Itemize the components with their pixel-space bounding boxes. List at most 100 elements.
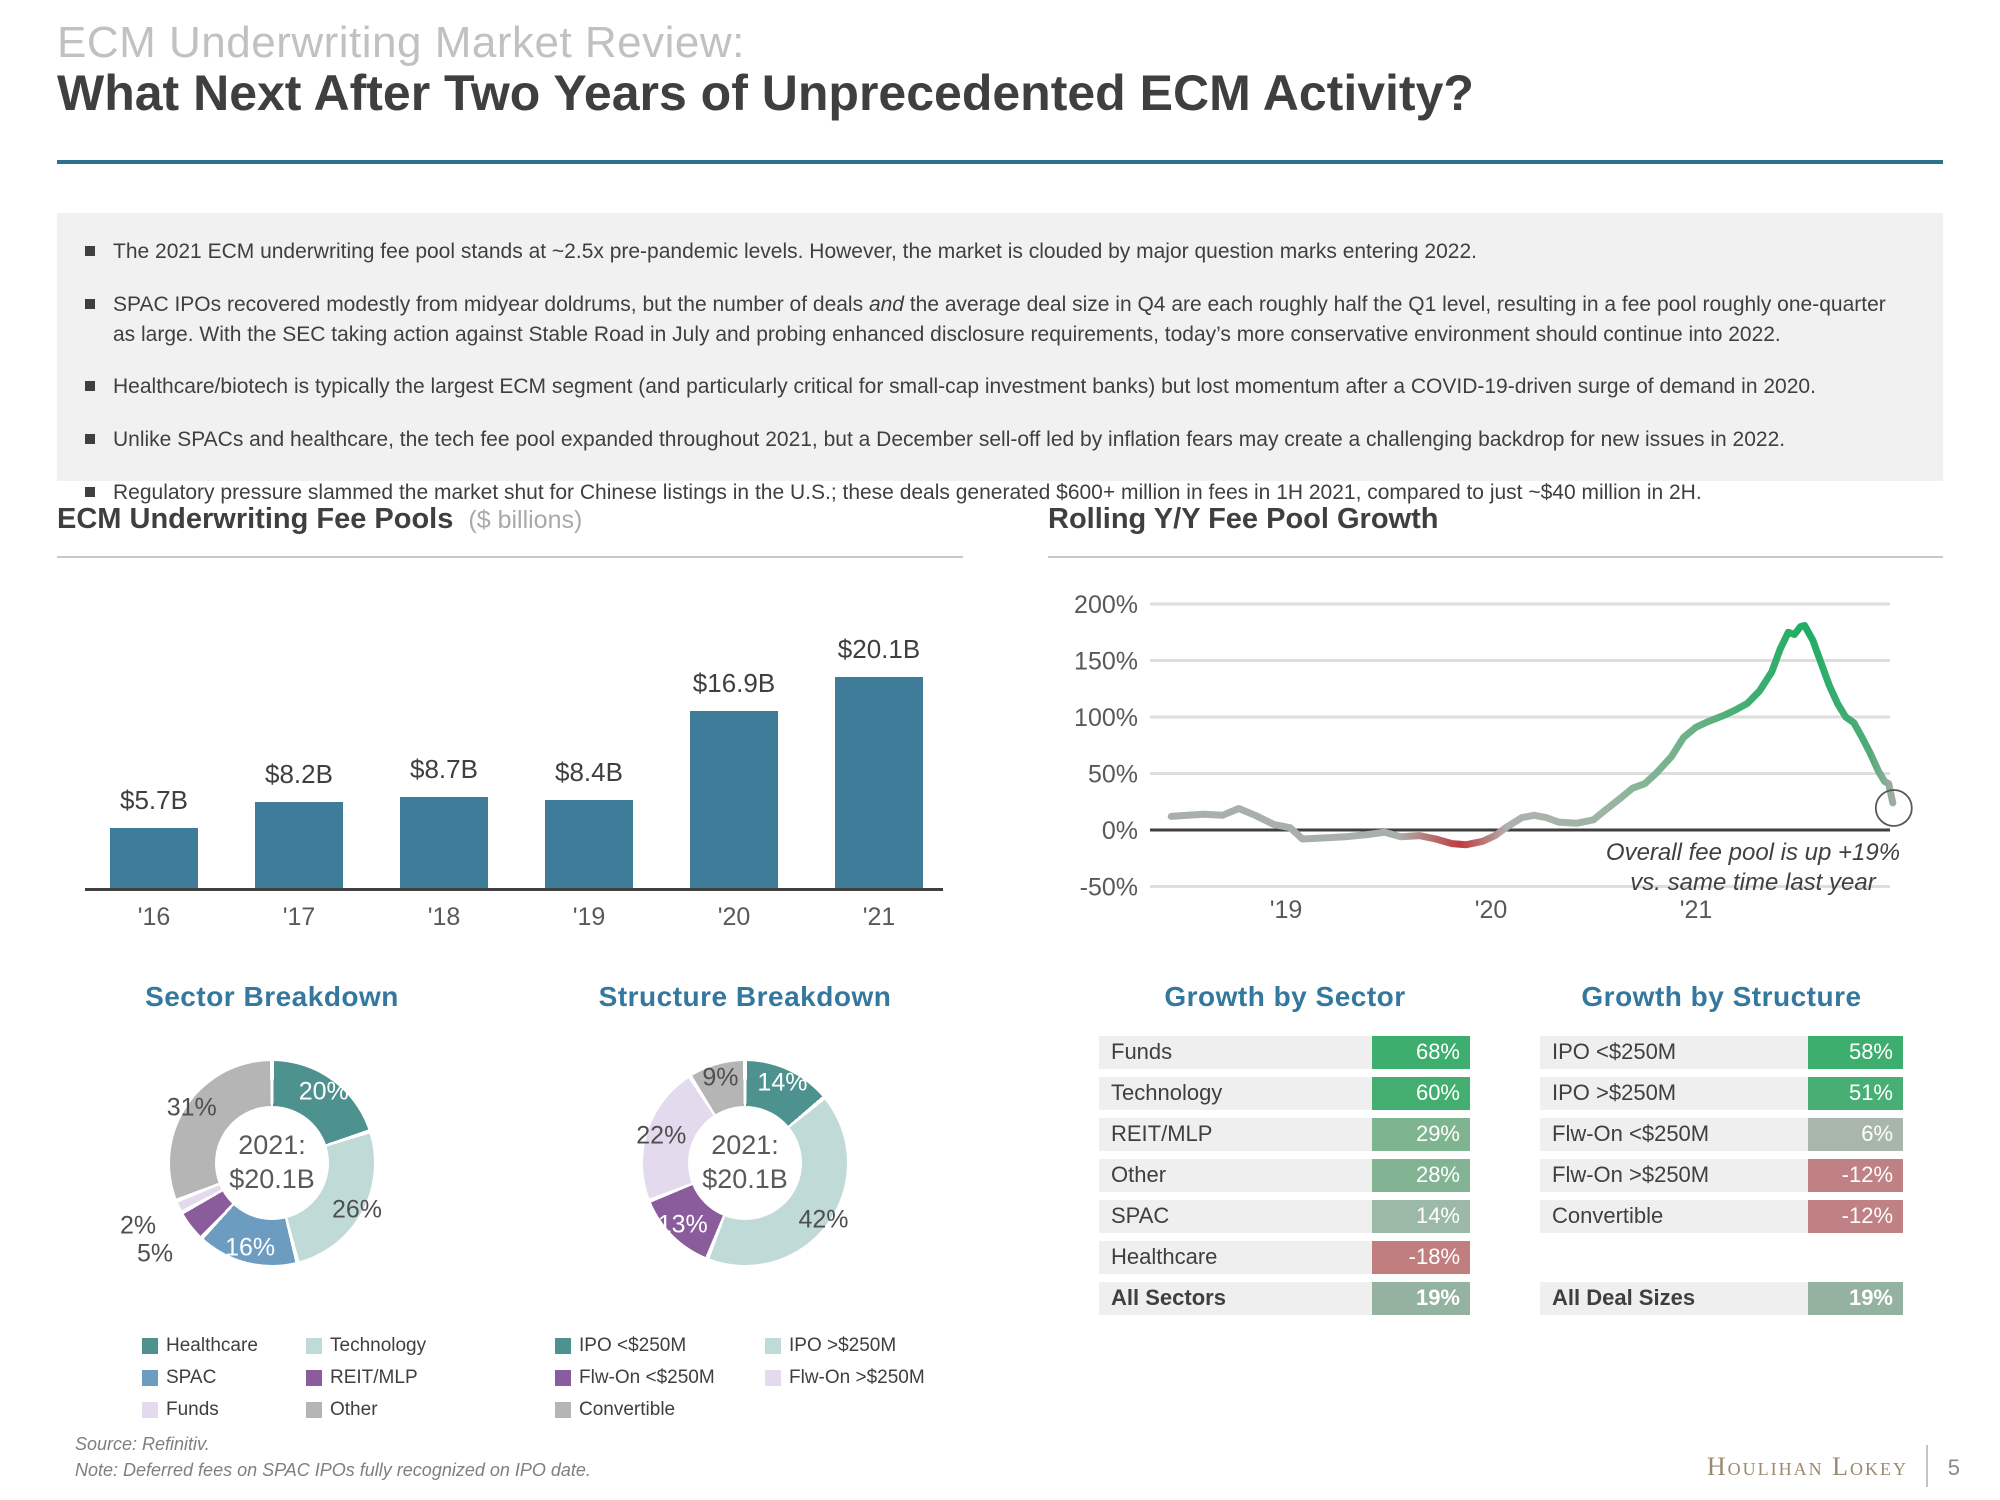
- donut-center-label: 2021: $20.1B: [688, 1106, 802, 1220]
- legend-item-technology: Technology: [306, 1335, 427, 1356]
- table-row-funds: Funds 68%: [1099, 1036, 1470, 1069]
- table-row-reit-mlp: REIT/MLP 29%: [1099, 1118, 1470, 1151]
- bullet-text: The 2021 ECM underwriting fee pool stand…: [113, 240, 1477, 263]
- slice-label-spac: 16%: [225, 1233, 276, 1262]
- page-title: What Next After Two Years of Unprecedent…: [57, 65, 1474, 121]
- legend-label: Healthcare: [166, 1335, 258, 1356]
- slide-kicker: ECM Underwriting Market Review:: [57, 18, 745, 67]
- legend-label: Technology: [330, 1335, 427, 1356]
- fee-pools-title-text: ECM Underwriting Fee Pools: [57, 503, 454, 535]
- row-value: -12%: [1808, 1159, 1903, 1192]
- legend-item-ipo-250m: IPO >$250M: [765, 1335, 925, 1356]
- y-axis-tick: 0%: [1102, 817, 1138, 845]
- title-divider: [57, 160, 1943, 164]
- bullet-text: Healthcare/biotech is typically the larg…: [113, 375, 1816, 399]
- legend-item-funds: Funds: [142, 1399, 306, 1420]
- row-value: 60%: [1372, 1077, 1470, 1110]
- table-row-all-sectors: All Sectors 19%: [1099, 1282, 1470, 1315]
- slice-label-ipo-250m: 42%: [798, 1205, 849, 1234]
- x-axis-tick: '19: [1270, 896, 1303, 924]
- structure-breakdown-title: Structure Breakdown: [598, 981, 892, 1012]
- bar-axis-tick: '21: [862, 903, 896, 931]
- source-note: Source: Refinitiv.: [75, 1434, 210, 1454]
- row-value: 28%: [1372, 1159, 1470, 1192]
- row-label: Technology: [1099, 1077, 1372, 1110]
- row-value: 58%: [1808, 1036, 1903, 1069]
- donut-center-year: 2021:: [238, 1130, 306, 1161]
- row-label: Flw-On >$250M: [1540, 1159, 1808, 1192]
- end-point-circle-annotation: [1874, 789, 1913, 827]
- legend-item-flw-on-250m: Flw-On >$250M: [765, 1367, 925, 1388]
- table-row-flw-on-250m: Flw-On <$250M 6%: [1540, 1118, 1903, 1151]
- row-value: 51%: [1808, 1077, 1903, 1110]
- row-label: Other: [1099, 1159, 1372, 1192]
- bar-18: [400, 797, 488, 888]
- bar-17: [255, 802, 343, 888]
- houlihan-lokey-wordmark: Houlihan Lokey: [1706, 1452, 1908, 1481]
- bar-value-label: $16.9B: [692, 668, 776, 698]
- legend-swatch-flw-on-250m: [765, 1370, 781, 1386]
- row-value: 29%: [1372, 1118, 1470, 1151]
- page-number: 5: [1947, 1455, 1960, 1480]
- legend-swatch-healthcare: [142, 1338, 158, 1354]
- donut-center-year: 2021:: [711, 1130, 779, 1161]
- bar-value-label: $8.7B: [410, 754, 478, 784]
- annotation-line2: vs. same time last year: [1630, 869, 1876, 896]
- bullet-italic-word: and: [868, 292, 904, 316]
- bullet-item: The 2021 ECM underwriting fee pool stand…: [85, 237, 1897, 267]
- row-value: 14%: [1372, 1200, 1470, 1233]
- bullet-text: Unlike SPACs and healthcare, the tech fe…: [113, 428, 1786, 452]
- table-row-ipo-250m: IPO <$250M 58%: [1540, 1036, 1903, 1069]
- bar-axis-tick: '16: [137, 903, 171, 931]
- yoy-line-chart: 200% 150% 100% 50% 0% -50% '19 '20 '21 Overall fe…: [1074, 591, 1913, 924]
- slice-label-technology: 26%: [331, 1195, 383, 1224]
- legend-label: Flw-On <$250M: [579, 1367, 715, 1388]
- row-label: Convertible: [1540, 1200, 1808, 1233]
- bullet-marker: [85, 434, 95, 445]
- footnote: Note: Deferred fees on SPAC IPOs fully r…: [75, 1460, 591, 1480]
- bar-axis-tick: '18: [427, 903, 461, 931]
- table-row-convertible: Convertible -12%: [1540, 1200, 1903, 1233]
- legend-label: REIT/MLP: [330, 1367, 418, 1388]
- legend-item-convertible: Convertible: [555, 1399, 765, 1420]
- row-value: 68%: [1372, 1036, 1470, 1069]
- row-value: -18%: [1372, 1241, 1470, 1274]
- row-label: IPO <$250M: [1540, 1036, 1808, 1069]
- row-label: Healthcare: [1099, 1241, 1372, 1274]
- row-label: Funds: [1099, 1036, 1372, 1069]
- legend-item-healthcare: Healthcare: [142, 1335, 306, 1356]
- table-row-all-deal-sizes: All Deal Sizes 19%: [1540, 1282, 1903, 1315]
- row-value: -12%: [1808, 1200, 1903, 1233]
- bar-axis-tick: '20: [717, 903, 751, 931]
- bullet-text: SPAC IPOs recovered modestly from midyea…: [113, 292, 1886, 346]
- structure-breakdown-donut: 2021: $20.1B 14% 42% 13% 22% 9%: [585, 1059, 905, 1271]
- growth-title-text: Rolling Y/Y Fee Pool Growth: [1048, 503, 1439, 535]
- bar-21: [835, 677, 923, 888]
- bar-value-label: $20.1B: [837, 634, 921, 664]
- legend-swatch-convertible: [555, 1402, 571, 1418]
- growth-by-sector-title: Growth by Sector: [1164, 981, 1406, 1012]
- legend-label: IPO <$250M: [579, 1335, 687, 1356]
- bullet-item: Regulatory pressure slammed the market s…: [85, 478, 1897, 508]
- bullet-marker: [85, 381, 95, 392]
- growth-by-structure-table: IPO <$250M 58% IPO >$250M 51% Flw-On <$250M 6…: [1540, 1036, 1903, 1323]
- bar-19: [545, 800, 633, 888]
- legend-label: Convertible: [579, 1399, 676, 1420]
- bullet-item: Healthcare/biotech is typically the larg…: [85, 372, 1897, 402]
- bar-value-label: $8.2B: [265, 759, 333, 789]
- table-row-other: Other 28%: [1099, 1159, 1470, 1192]
- table-row-flw-on-250m: Flw-On >$250M -12%: [1540, 1159, 1903, 1192]
- slice-label-flw-on-250m: 13%: [657, 1210, 708, 1239]
- sector-breakdown-donut: 2021: $20.1B 20% 26% 16% 5% 2% 31%: [112, 1059, 432, 1271]
- fee-pools-unit-label: ($ billions): [468, 506, 583, 534]
- legend-swatch-funds: [142, 1402, 158, 1418]
- sector-legend: Healthcare Technology SPAC REIT/MLP Funds Oth…: [142, 1335, 427, 1420]
- slice-label-convertible: 9%: [702, 1063, 739, 1092]
- legend-label: IPO >$250M: [789, 1335, 897, 1356]
- y-axis-tick: 50%: [1088, 761, 1138, 789]
- row-label: REIT/MLP: [1099, 1118, 1372, 1151]
- slice-label-other: 31%: [166, 1093, 217, 1122]
- row-label: SPAC: [1099, 1200, 1372, 1233]
- bullet-marker: [85, 487, 95, 498]
